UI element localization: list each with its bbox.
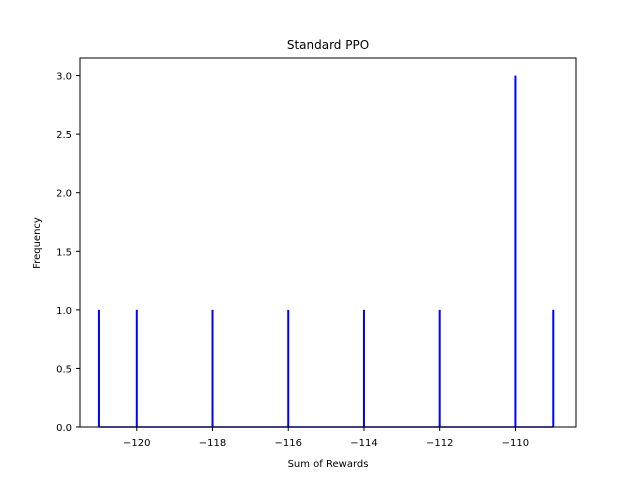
y-axis-label: Frequency	[32, 217, 43, 269]
y-tick-label: 2.0	[56, 189, 72, 200]
x-tick-label: −110	[502, 438, 529, 449]
y-tick-label: 0.5	[56, 364, 72, 375]
x-tick-label: −114	[350, 438, 377, 449]
x-tick-label: −112	[426, 438, 453, 449]
y-tick-label: 1.5	[56, 247, 72, 258]
histogram-bar	[362, 309, 365, 427]
histogram-bar	[514, 75, 517, 428]
histogram-bar	[97, 309, 100, 427]
x-tick-label: −116	[275, 438, 302, 449]
histogram-bar	[287, 309, 290, 427]
y-tick-label: 1.0	[56, 306, 72, 317]
histogram-bar	[135, 309, 138, 427]
histogram-bar	[552, 309, 555, 427]
plot-area	[80, 58, 576, 427]
x-tick-label: −120	[123, 438, 150, 449]
y-tick-label: 3.0	[56, 72, 72, 83]
x-axis-label: Sum of Rewards	[288, 459, 369, 470]
chart-title: Standard PPO	[287, 38, 369, 52]
histogram-bar	[438, 309, 441, 427]
y-tick-label: 0.0	[56, 423, 72, 434]
histogram-bar	[211, 309, 214, 427]
x-axis-ticks: −120 −118 −116 −114 −112 −110	[123, 427, 529, 449]
y-tick-label: 2.5	[56, 130, 72, 141]
y-axis-ticks: 0.0 0.5 1.0 1.5 2.0 2.5 3.0	[56, 72, 80, 434]
x-tick-label: −118	[199, 438, 226, 449]
plot-frame	[79, 57, 577, 428]
